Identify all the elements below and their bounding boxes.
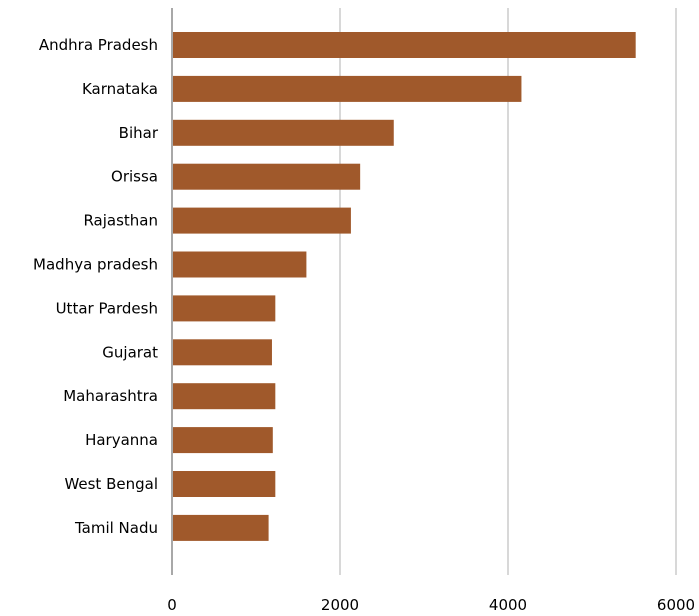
bar-west-bengal: [173, 471, 276, 497]
category-labels: Andhra Pradesh Karnataka Bihar Orissa Rajast…: [33, 36, 159, 537]
category-label: Bihar: [119, 124, 159, 142]
bar-andhra-pradesh: [173, 32, 636, 58]
category-label: West Bengal: [64, 475, 158, 493]
category-label: Andhra Pradesh: [39, 36, 158, 54]
category-label: Madhya pradesh: [33, 256, 158, 274]
bar-orissa: [173, 163, 361, 190]
category-label: Gujarat: [102, 343, 158, 361]
bar-madhya-pradesh: [173, 251, 307, 278]
x-tick-labels: 0 2000 4000 6000: [167, 596, 695, 614]
bar-tamil-nadu: [173, 514, 269, 541]
bars: [173, 32, 636, 541]
gridlines: [339, 8, 677, 575]
x-tick-label: 6000: [657, 596, 695, 614]
category-label: Orissa: [111, 168, 158, 186]
category-label: Rajasthan: [83, 212, 158, 230]
bar-bihar: [173, 119, 394, 146]
x-tick-label: 2000: [321, 596, 359, 614]
x-tick-label: 0: [167, 596, 177, 614]
bar-karnataka: [173, 75, 522, 102]
category-label: Haryanna: [85, 431, 158, 449]
x-tick-label: 4000: [489, 596, 527, 614]
bar-maharashtra: [173, 383, 276, 410]
bar-uttar-pardesh: [173, 295, 276, 322]
category-label: Tamil Nadu: [74, 519, 158, 537]
category-label: Maharashtra: [63, 387, 158, 405]
bar-haryanna: [173, 427, 273, 454]
category-label: Uttar Pardesh: [56, 299, 158, 317]
bar-gujarat: [173, 339, 272, 366]
bar-rajasthan: [173, 207, 351, 234]
category-label: Karnataka: [82, 80, 158, 98]
